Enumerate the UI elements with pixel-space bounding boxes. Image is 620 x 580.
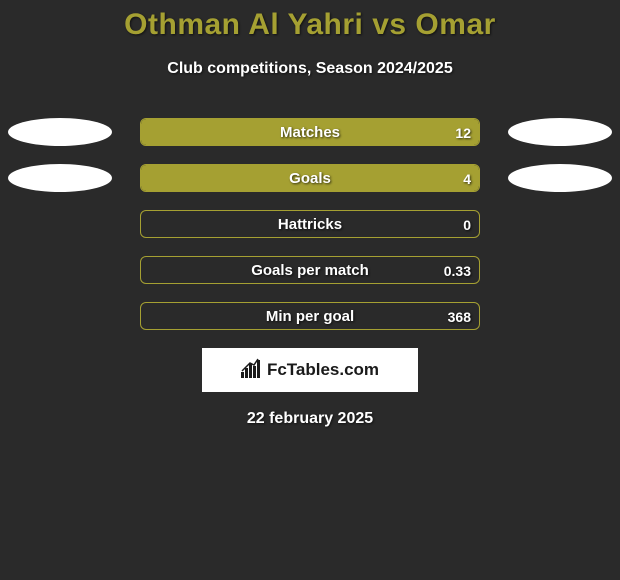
stat-bar: Hattricks0 bbox=[140, 210, 480, 238]
stat-label: Min per goal bbox=[141, 303, 479, 330]
stat-value: 4 bbox=[463, 165, 471, 192]
stat-label: Goals per match bbox=[141, 257, 479, 284]
brand-box: FcTables.com bbox=[202, 348, 418, 392]
stat-label: Matches bbox=[141, 119, 479, 146]
stat-row: Goals4 bbox=[0, 164, 620, 192]
stat-row: Goals per match0.33 bbox=[0, 256, 620, 284]
brand-label: FcTables.com bbox=[267, 360, 379, 380]
page-title: Othman Al Yahri vs Omar bbox=[0, 8, 620, 42]
player-left-ellipse bbox=[8, 118, 112, 146]
player-right-ellipse bbox=[508, 118, 612, 146]
stat-value: 12 bbox=[455, 119, 471, 146]
stat-value: 0.33 bbox=[444, 257, 471, 284]
stat-value: 368 bbox=[448, 303, 471, 330]
date-label: 22 february 2025 bbox=[0, 410, 620, 428]
stat-value: 0 bbox=[463, 211, 471, 238]
bar-chart-icon bbox=[241, 358, 263, 383]
stat-row: Matches12 bbox=[0, 118, 620, 146]
stat-bar: Matches12 bbox=[140, 118, 480, 146]
stat-row: Min per goal368 bbox=[0, 302, 620, 330]
player-right-ellipse bbox=[508, 164, 612, 192]
player-left-ellipse bbox=[8, 164, 112, 192]
stat-row: Hattricks0 bbox=[0, 210, 620, 238]
stat-label: Hattricks bbox=[141, 211, 479, 238]
stat-label: Goals bbox=[141, 165, 479, 192]
season-subtitle: Club competitions, Season 2024/2025 bbox=[0, 60, 620, 78]
stat-bar: Goals4 bbox=[140, 164, 480, 192]
stat-bar: Min per goal368 bbox=[140, 302, 480, 330]
stats-area: Matches12 Goals4 Hattricks0 Goals per match… bbox=[0, 118, 620, 330]
stat-bar: Goals per match0.33 bbox=[140, 256, 480, 284]
infographic-container: Othman Al Yahri vs Omar Club competition… bbox=[0, 0, 620, 428]
